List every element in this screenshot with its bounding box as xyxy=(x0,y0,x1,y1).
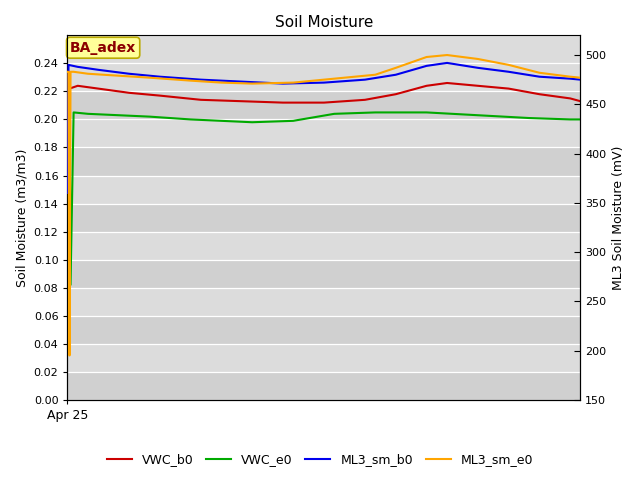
Y-axis label: ML3 Soil Moisture (mV): ML3 Soil Moisture (mV) xyxy=(612,145,625,290)
Text: BA_adex: BA_adex xyxy=(70,41,136,55)
Bar xyxy=(67,316,580,344)
Title: Soil Moisture: Soil Moisture xyxy=(275,15,373,30)
Bar xyxy=(67,372,580,400)
Bar xyxy=(67,288,580,316)
Bar xyxy=(67,344,580,372)
Bar xyxy=(67,63,580,91)
Bar xyxy=(67,231,580,260)
Bar xyxy=(67,147,580,176)
Bar xyxy=(67,260,580,288)
Bar xyxy=(67,120,580,147)
Legend: VWC_b0, VWC_e0, ML3_sm_b0, ML3_sm_e0: VWC_b0, VWC_e0, ML3_sm_b0, ML3_sm_e0 xyxy=(102,448,538,471)
Bar xyxy=(67,91,580,120)
Y-axis label: Soil Moisture (m3/m3): Soil Moisture (m3/m3) xyxy=(15,148,28,287)
Bar xyxy=(67,176,580,204)
Bar xyxy=(67,204,580,231)
